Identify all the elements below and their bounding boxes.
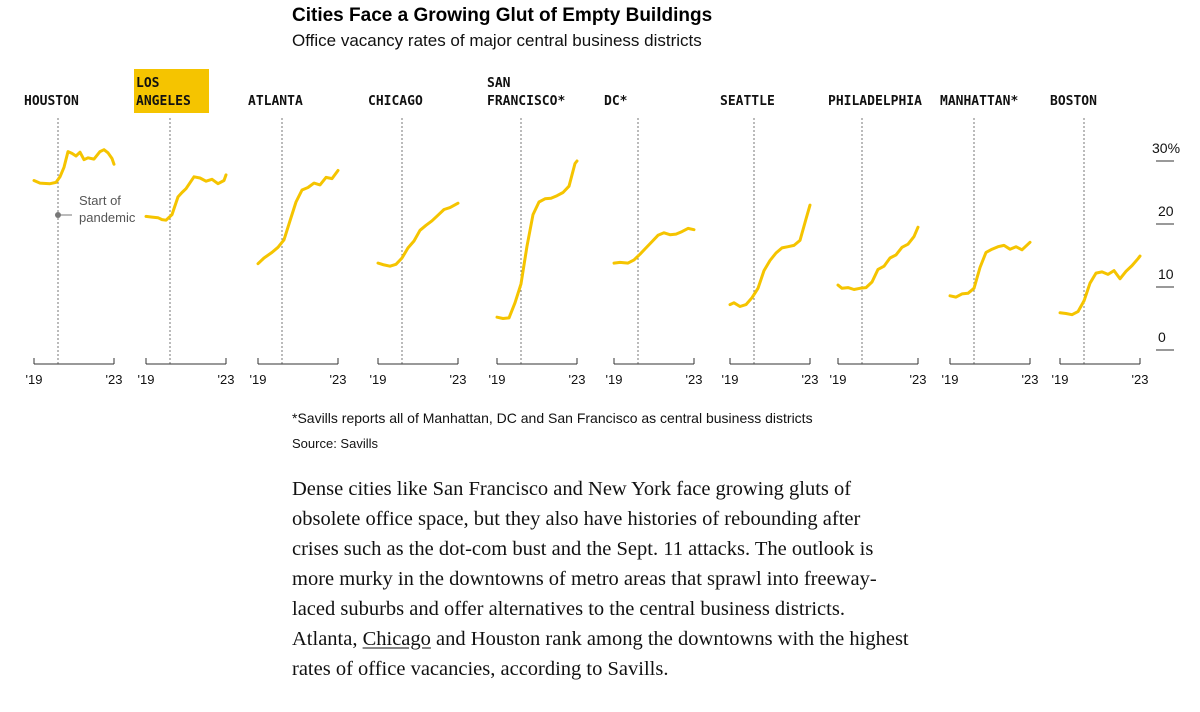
x-tick-label-start-atlanta: '19 [250, 372, 267, 387]
y-tick-label-0: 0 [1158, 329, 1166, 345]
series-line-san-francisco [495, 159, 579, 320]
series-line-philadelphia [836, 225, 920, 291]
x-tick-label-start-houston: '19 [26, 372, 43, 387]
x-tick-label-end-dc: '23 [686, 372, 703, 387]
city-label-los-angeles: LOS [136, 76, 160, 91]
y-tick-label-20: 20 [1158, 203, 1174, 219]
annotation-start-of: Start of [79, 193, 121, 208]
city-label-san-francisco: FRANCISCO* [487, 94, 565, 109]
x-tick-label-end-san-francisco: '23 [569, 372, 586, 387]
city-label-boston: BOSTON [1050, 94, 1097, 109]
article-text-start: Dense cities like San Francisco and New … [292, 478, 877, 650]
y-tick-label-10: 10 [1158, 266, 1174, 282]
source-line: Source: Savills [292, 436, 378, 451]
x-tick-label-end-los-angeles: '23 [218, 372, 235, 387]
city-label-san-francisco: SAN [487, 76, 511, 91]
x-tick-label-end-manhattan: '23 [1022, 372, 1039, 387]
x-tick-label-end-atlanta: '23 [330, 372, 347, 387]
city-label-seattle: SEATTLE [720, 94, 775, 109]
x-tick-label-start-dc: '19 [606, 372, 623, 387]
y-tick-label-30: 30% [1152, 140, 1180, 156]
x-tick-label-start-chicago: '19 [370, 372, 387, 387]
x-tick-label-start-los-angeles: '19 [138, 372, 155, 387]
x-tick-label-end-seattle: '23 [802, 372, 819, 387]
x-tick-label-start-san-francisco: '19 [489, 372, 506, 387]
series-line-atlanta [256, 169, 340, 266]
series-line-seattle [728, 203, 812, 308]
x-tick-label-end-boston: '23 [1132, 372, 1149, 387]
annotation-pandemic: pandemic [79, 210, 136, 225]
article-paragraph: Dense cities like San Francisco and New … [292, 474, 912, 684]
city-label-dc: DC* [604, 94, 628, 109]
series-line-manhattan [948, 240, 1032, 299]
series-line-los-angeles [144, 173, 228, 222]
city-label-atlanta: ATLANTA [248, 94, 303, 109]
x-tick-label-end-houston: '23 [106, 372, 123, 387]
chart-subtitle: Office vacancy rates of major central bu… [292, 31, 702, 50]
series-line-houston [32, 148, 116, 186]
series-line-dc [612, 226, 696, 265]
x-tick-label-end-philadelphia: '23 [910, 372, 927, 387]
city-label-manhattan: MANHATTAN* [940, 94, 1018, 109]
article-text-end: and Houston rank among the downtowns wit… [292, 628, 909, 680]
series-line-chicago [376, 201, 460, 268]
x-tick-label-start-boston: '19 [1052, 372, 1069, 387]
x-tick-label-start-philadelphia: '19 [830, 372, 847, 387]
series-line-boston [1058, 254, 1142, 317]
chicago-link[interactable]: Chicago [362, 628, 431, 650]
small-multiples-chart: HOUSTON '19 '23 LOS ANGELES '19 '23 ATLANTA '19 '… [24, 69, 1180, 387]
city-label-los-angeles: ANGELES [136, 94, 191, 109]
city-label-highlight [134, 69, 209, 113]
x-tick-label-start-seattle: '19 [722, 372, 739, 387]
x-tick-label-end-chicago: '23 [450, 372, 467, 387]
city-label-chicago: CHICAGO [368, 94, 423, 109]
chart-title: Cities Face a Growing Glut of Empty Buil… [292, 5, 713, 26]
city-label-houston: HOUSTON [24, 94, 79, 109]
city-label-philadelphia: PHILADELPHIA [828, 94, 922, 109]
footnote: *Savills reports all of Manhattan, DC an… [292, 410, 813, 426]
x-tick-label-start-manhattan: '19 [942, 372, 959, 387]
